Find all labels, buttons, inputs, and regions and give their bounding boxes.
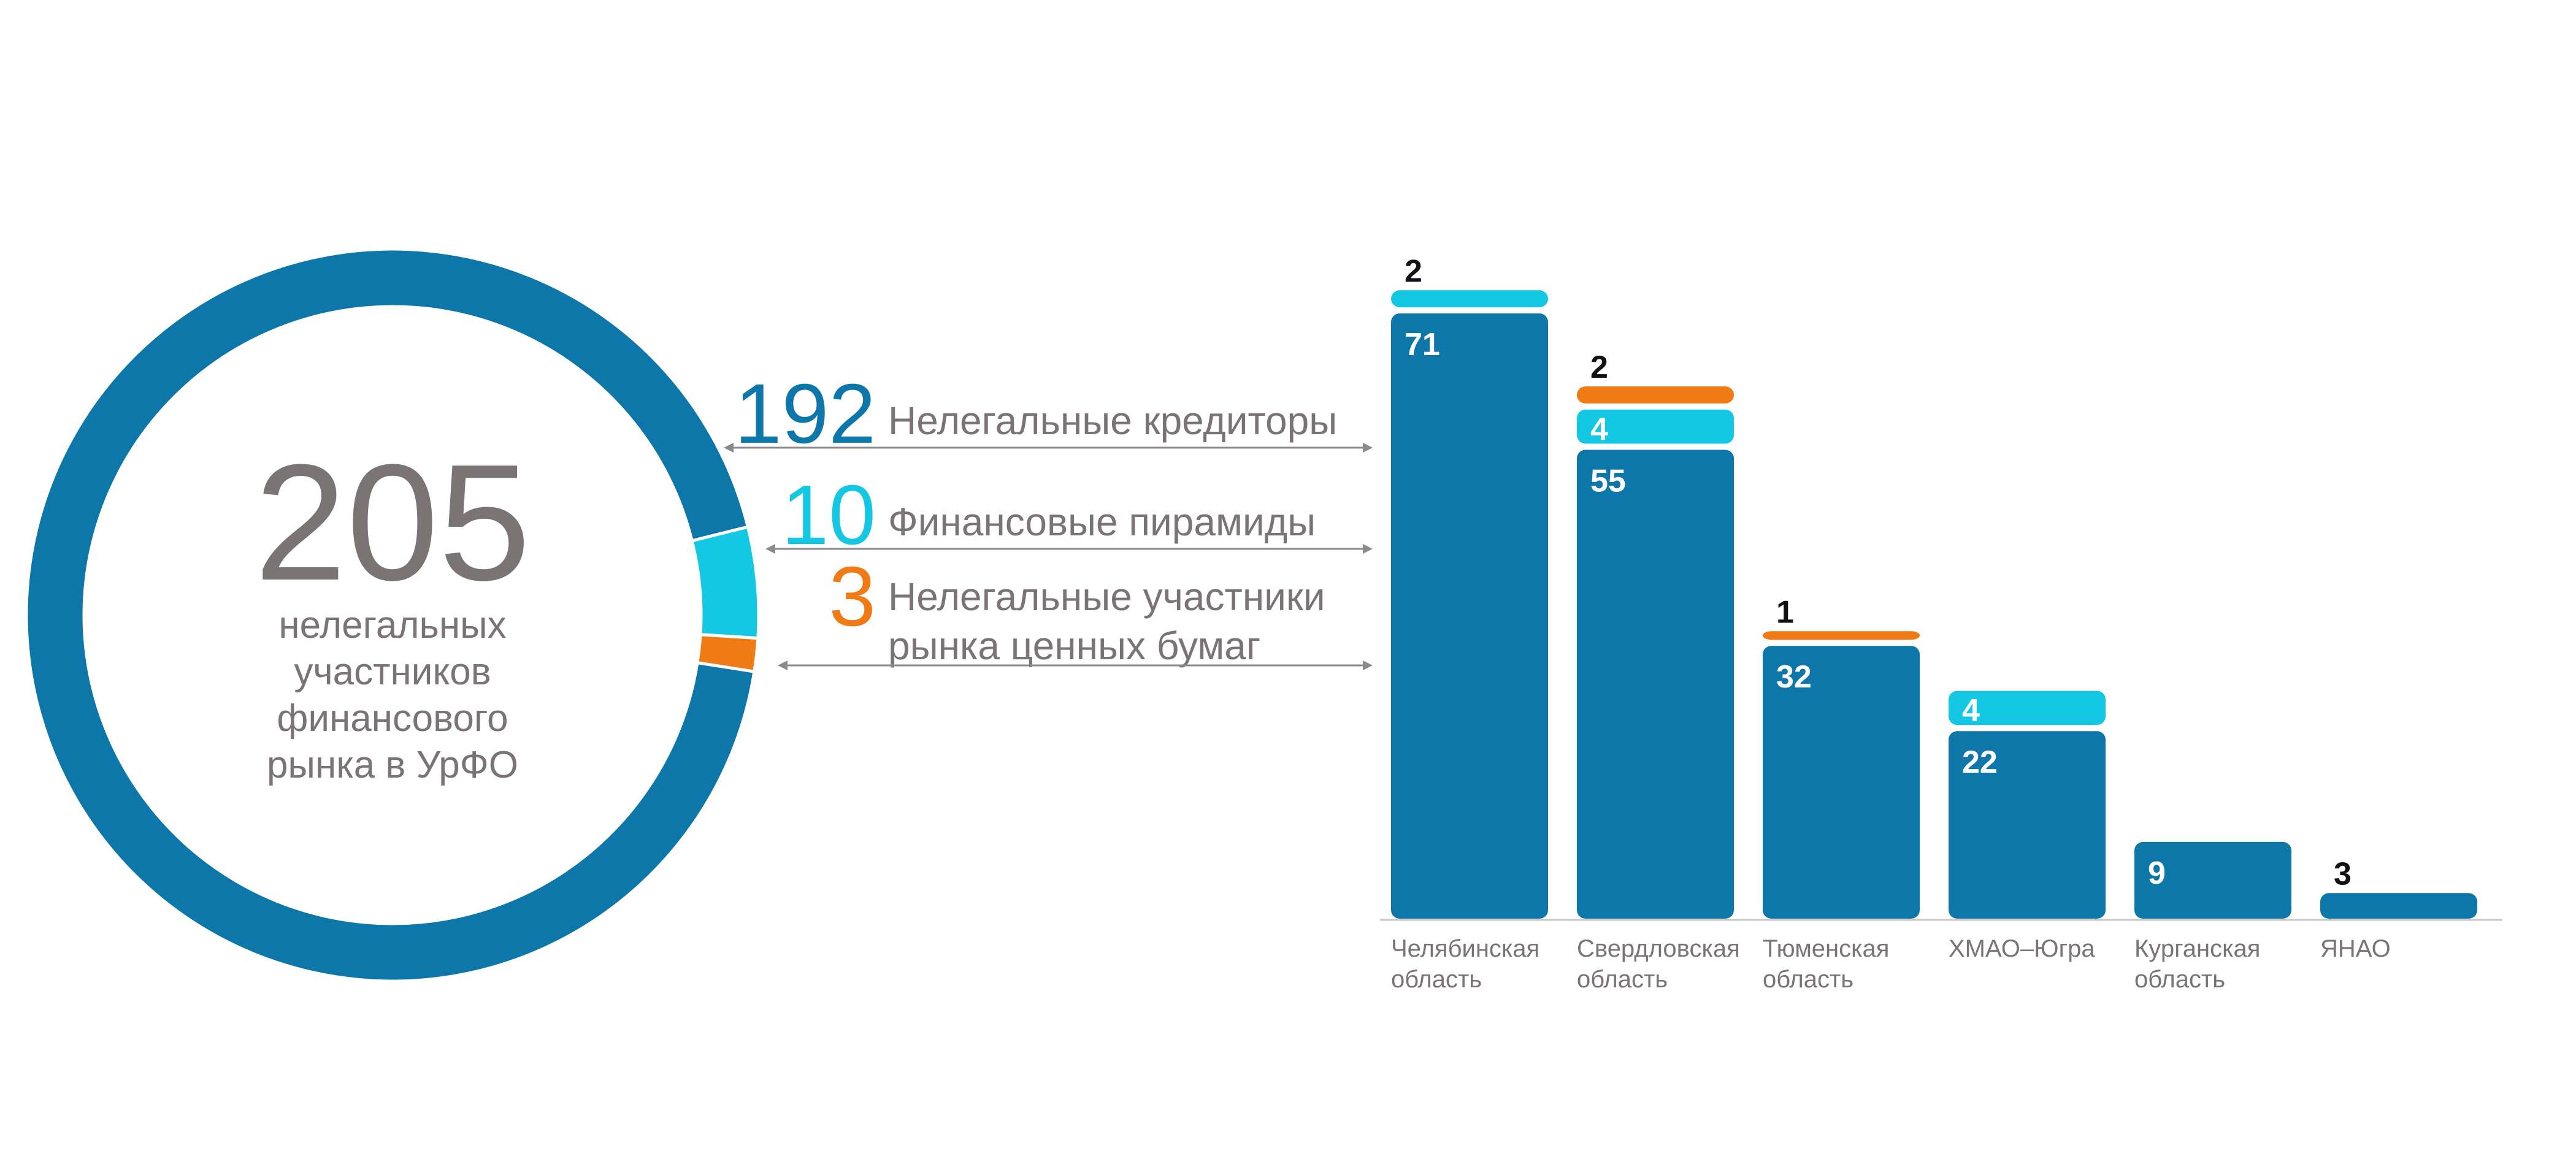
donut-legend: 192 Нелегальные кредиторы 10 Финансовые пир… [724, 367, 1373, 670]
donut-slice-pyramids [690, 525, 761, 640]
callout-arrow-left-lenders [724, 443, 734, 453]
bar-lenders [1949, 731, 2106, 919]
legend-label-securities: рынка ценных бумаг [888, 624, 1260, 668]
x-tick-label: область [1763, 966, 1853, 993]
x-tick-label: Тюменская [1763, 935, 1889, 962]
bar-value-label: 4 [1590, 412, 1608, 448]
bar-value-label: 55 [1590, 464, 1626, 499]
x-tick-label: Свердловская [1577, 935, 1740, 962]
callout-arrow-left-pyramids [765, 544, 775, 554]
legend-value-securities: 3 [829, 549, 876, 644]
callout-arrow-right-securities [1363, 660, 1373, 670]
x-tick-label: область [1577, 966, 1668, 993]
bar-lenders [2134, 841, 2291, 919]
bar-chart: 71 2 Челябинская область 55 4 2 Свердловская обл… [1380, 253, 2502, 993]
donut-caption-line: нелегальных [278, 604, 506, 646]
legend-label-pyramids: Финансовые пирамиды [888, 500, 1316, 544]
legend-label-securities: Нелегальные участники [888, 575, 1325, 619]
donut-caption-line: финансового [277, 697, 508, 740]
legend-label-lenders: Нелегальные кредиторы [888, 399, 1337, 443]
x-tick-label: Челябинская [1391, 935, 1539, 962]
x-tick-label: Курганская [2134, 935, 2260, 962]
legend-value-pyramids: 10 [782, 468, 876, 562]
bar-value-label: 32 [1776, 659, 1812, 695]
bar-securities [1577, 386, 1734, 404]
x-tick-label: область [1391, 966, 1482, 993]
callout-arrow-left-securities [778, 660, 788, 670]
x-tick-label: ХМАО–Югра [1949, 935, 2095, 962]
bar-lenders [2320, 893, 2477, 919]
donut-total: 205 [255, 431, 531, 615]
donut-slice-lenders [25, 247, 756, 983]
callout-arrow-right-lenders [1363, 443, 1373, 453]
bar-lenders [1577, 450, 1734, 919]
bar-securities [1763, 631, 1920, 640]
bar-pyramids [1577, 409, 1734, 444]
callout-arrow-right-pyramids [1363, 544, 1373, 554]
bar-value-label: 9 [2148, 855, 2166, 891]
bar-pyramids [1949, 691, 2106, 725]
x-tick-label: ЯНАО [2320, 935, 2391, 962]
legend-value-lenders: 192 [735, 367, 876, 461]
bar-value-label: 2 [1405, 253, 1422, 289]
donut-caption-line: рынка в УрФО [267, 744, 518, 786]
bar-value-label: 22 [1962, 744, 1998, 780]
bar-value-label: 4 [1962, 693, 1980, 729]
bar-lenders [1763, 646, 1920, 919]
donut-caption-line: участников [294, 651, 491, 693]
bar-value-label: 1 [1776, 594, 1794, 630]
bar-value-label: 3 [2334, 856, 2352, 892]
bar-value-label: 2 [1590, 350, 1608, 385]
bar-value-label: 71 [1405, 327, 1440, 362]
bar-pyramids [1391, 290, 1548, 308]
bar-lenders [1391, 313, 1548, 919]
x-tick-label: область [2134, 966, 2225, 993]
